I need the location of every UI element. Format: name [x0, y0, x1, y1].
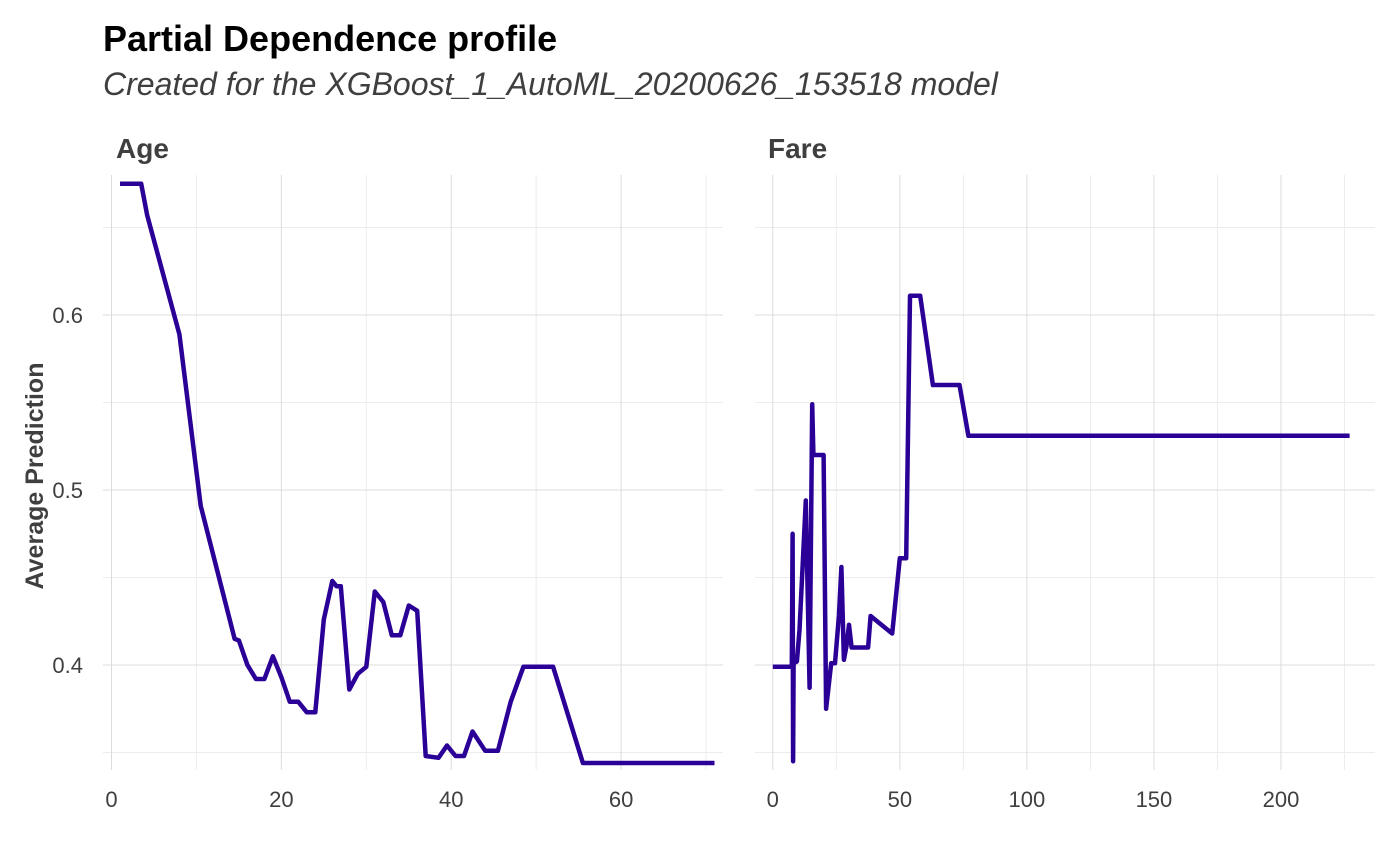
panel-title-fare: Fare [768, 133, 827, 164]
chart-subtitle: Created for the XGBoost_1_AutoML_2020062… [103, 66, 998, 102]
y-tick-label: 0.4 [52, 653, 83, 678]
x-tick-label: 200 [1263, 787, 1300, 812]
y-axis-label: Average Prediction [21, 363, 49, 590]
label-layer: 0.4 0.5 0.6 0 20 40 60 Age 0 50 100 150 200 Fare [52, 133, 1299, 812]
x-tick-label: 0 [767, 787, 779, 812]
y-tick-label: 0.6 [52, 303, 83, 328]
x-tick-label: 40 [439, 787, 463, 812]
x-tick-label: 50 [888, 787, 912, 812]
series-line-age [120, 181, 715, 766]
series-line-fare [772, 293, 1350, 764]
x-tick-label: 100 [1009, 787, 1046, 812]
x-tick-label: 150 [1136, 787, 1173, 812]
line-layer [120, 181, 1350, 766]
x-tick-label: 60 [609, 787, 633, 812]
chart-title: Partial Dependence profile [103, 18, 558, 59]
y-tick-label: 0.5 [52, 478, 83, 503]
grid-layer [103, 175, 1375, 770]
x-tick-label: 20 [269, 787, 293, 812]
x-tick-label: 0 [105, 787, 117, 812]
panel-title-age: Age [116, 133, 169, 164]
